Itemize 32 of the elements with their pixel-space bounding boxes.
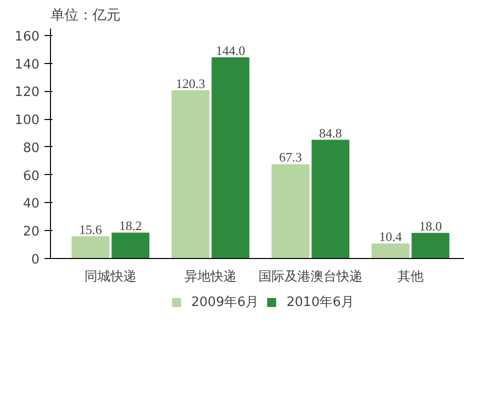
y-tick-label: 20: [22, 224, 40, 240]
data-label: 120.3: [176, 76, 206, 91]
bar: [172, 90, 210, 258]
data-label: 67.3: [279, 150, 302, 165]
y-tick-label: 0: [31, 252, 40, 268]
legend-label: 2009年6月: [191, 294, 258, 311]
y-tick-label: 100: [14, 113, 40, 128]
x-tick-label: 同城快递: [84, 270, 136, 284]
legend-label: 2010年6月: [286, 294, 354, 311]
x-tick-label: 其他: [398, 270, 424, 284]
data-label: 10.4: [379, 229, 402, 244]
bar: [112, 232, 150, 258]
x-tick-label: 异地快递: [184, 270, 236, 284]
y-tick-label: 160: [14, 29, 40, 44]
bar: [272, 164, 310, 258]
data-label: 144.0: [216, 42, 246, 58]
data-label: 15.6: [79, 222, 102, 237]
data-label: 18.0: [419, 218, 442, 234]
bar: [72, 236, 110, 258]
data-label: 18.2: [119, 218, 142, 234]
y-tick-label: 140: [14, 57, 40, 72]
x-tick-label: 国际及港澳台快递: [258, 270, 362, 284]
y-tick-label: 120: [14, 85, 40, 100]
bar: [412, 232, 450, 258]
y-tick-label: 80: [22, 140, 40, 156]
y-tick-label: 40: [22, 196, 40, 212]
y-tick-label: 60: [22, 168, 40, 184]
y-axis-title: 单位：亿元: [50, 8, 120, 24]
bar: [312, 140, 350, 258]
data-label: 84.8: [319, 125, 342, 140]
bar: [372, 244, 410, 258]
bar: [212, 57, 250, 258]
